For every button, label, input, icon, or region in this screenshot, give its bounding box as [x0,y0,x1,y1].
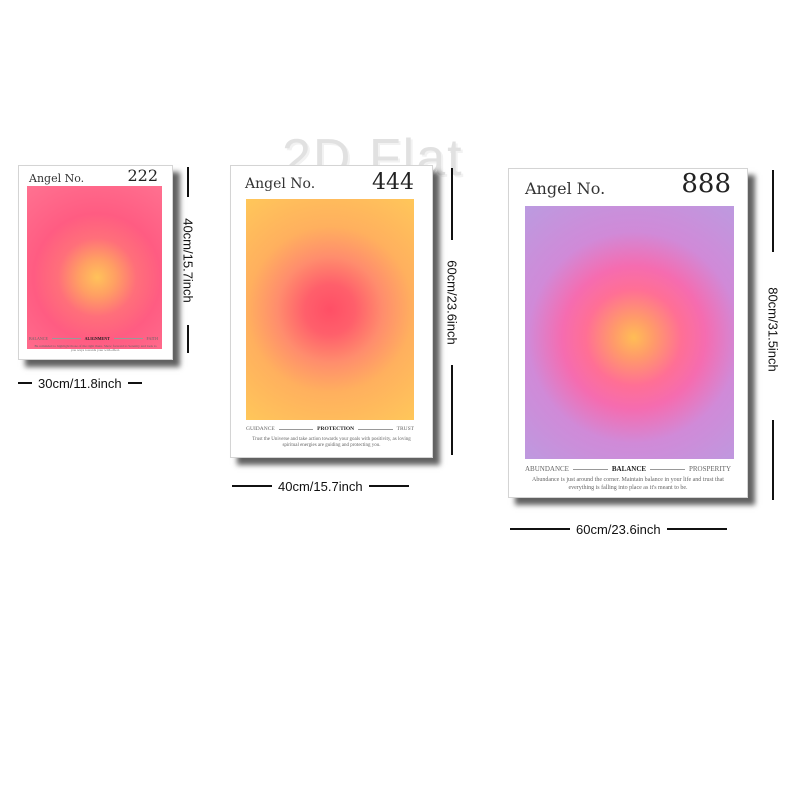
gradient-aura-art [525,206,734,459]
poster-444: Angel No. 444 GUIDANCE PROTECTION TRUST … [230,165,433,458]
width-label: 40cm/15.7inch [278,478,363,494]
height-label-888: 80cm/31.5inch [765,287,781,372]
height-dimension-line-222-top [187,167,189,197]
poster-888: Angel No. 888 ABUNDANCE BALANCE PROSPERI… [508,168,748,498]
keyword-right: PROSPERITY [689,465,732,473]
poster-description: Trust the Universe and take action towar… [252,437,411,449]
dimension-line [127,382,142,384]
keyword-left: ABUNDANCE [525,465,569,473]
divider-line [650,468,685,470]
gradient-aura-art [27,186,162,349]
keyword-center: PROTECTION [317,426,355,432]
keyword-left: GUIDANCE [246,426,275,432]
width-dimension-444: 40cm/15.7inch [232,477,428,495]
height-label-444: 60cm/23.6inch [444,260,460,345]
keyword-right: TRUST [396,426,415,432]
width-label: 30cm/11.8inch [38,375,122,391]
keywords-row: GUIDANCE PROTECTION TRUST [246,426,414,432]
dimension-line [232,485,272,487]
width-label: 60cm/23.6inch [576,521,661,537]
width-dimension-888: 60cm/23.6inch [510,520,748,538]
dimension-line [18,382,32,384]
height-label-222: 40cm/15.7inch [180,218,196,303]
divider-line [358,428,393,430]
divider-line [113,338,143,339]
keyword-center: BALANCE [611,465,647,473]
height-dimension-line-888-top [772,170,774,252]
divider-line [572,468,608,470]
poster-222: Angel No. 222 BALANCE ALIGNMENT FAITH Be… [18,165,173,360]
height-dimension-line-222-bottom [187,325,189,353]
dimension-line [510,528,570,530]
keywords-row: ABUNDANCE BALANCE PROSPERITY [525,465,731,473]
keyword-center: ALIGNMENT [84,336,110,341]
height-dimension-line-444-top [451,168,453,240]
poster-description: Abundance is just around the corner. Mai… [532,477,724,491]
angel-number: 888 [681,169,731,199]
poster-description: Be reminded to highlight those of the ri… [34,344,157,353]
dimension-line [666,528,727,530]
poster-title: Angel No. [525,179,606,198]
angel-number: 222 [127,166,158,185]
keyword-left: BALANCE [29,336,48,341]
divider-line [51,338,81,339]
divider-line [278,428,314,430]
angel-number: 444 [372,170,414,195]
poster-title: Angel No. [245,176,316,192]
keywords-row: BALANCE ALIGNMENT FAITH [29,336,158,341]
gradient-aura-art [246,199,414,420]
height-dimension-line-888-bottom [772,420,774,500]
width-dimension-222: 30cm/11.8inch [18,374,168,392]
dimension-line [368,485,409,487]
height-dimension-line-444-bottom [451,365,453,455]
keyword-right: FAITH [146,336,158,341]
poster-title: Angel No. [29,172,85,185]
